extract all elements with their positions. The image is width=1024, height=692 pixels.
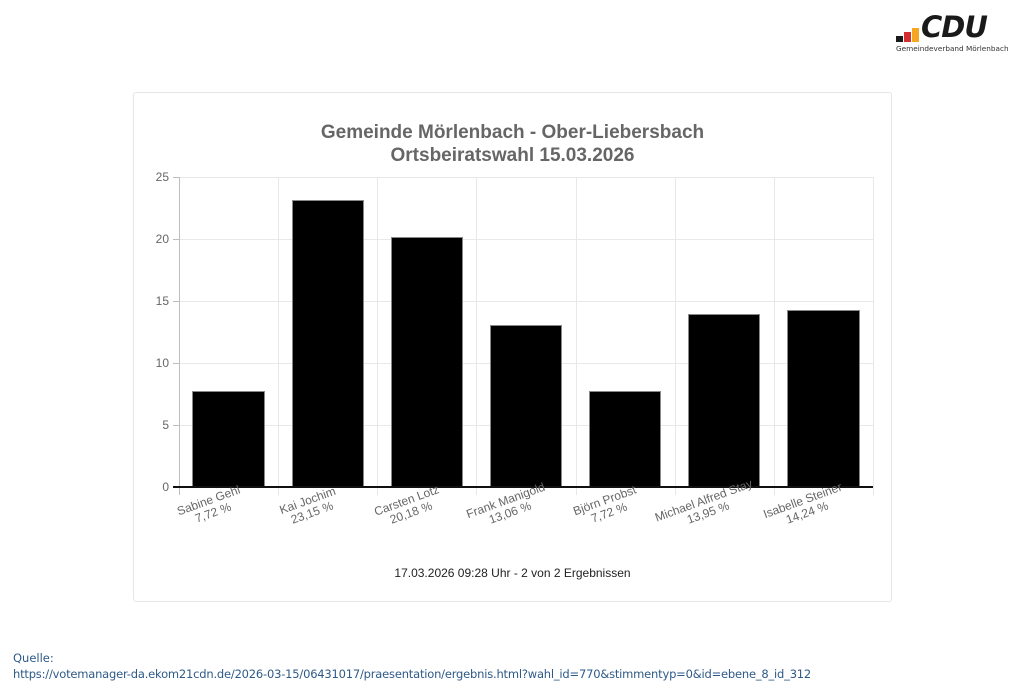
y-tick-mark [173,363,179,364]
chart-title: Gemeinde Mörlenbach - Ober-Liebersbach O… [133,121,892,167]
y-tick-mark [173,301,179,302]
gridline-vertical [476,177,477,495]
y-tick-label: 15 [155,294,169,308]
y-tick-label: 5 [162,418,169,432]
source-label: Quelle: [13,651,54,665]
y-tick-label: 0 [162,480,169,494]
source-block: Quelle: https://votemanager-da.ekom21cdn… [13,650,811,682]
y-tick-label: 25 [155,170,169,184]
x-axis-line [173,486,873,488]
results-timestamp: 17.03.2026 09:28 Uhr - 2 von 2 Ergebniss… [394,566,631,580]
gridline-vertical [774,177,775,495]
gridline-vertical [278,177,279,495]
bar-isabelle-steiner [787,310,860,487]
logo-bar-black [896,36,903,42]
gridline-horizontal [179,239,873,240]
source-link[interactable]: https://votemanager-da.ekom21cdn.de/2026… [13,667,812,681]
gridline-vertical [873,177,874,495]
gridline-horizontal [179,301,873,302]
logo-wordmark: CDU [921,10,988,44]
cdu-logo: CDU Gemeindeverband Mörlenbach [894,10,1014,56]
y-tick-mark [173,177,179,178]
logo-bar-red [904,32,911,42]
gridline-vertical [576,177,577,495]
bar-carsten-lotz [390,236,464,487]
chart-title-line1: Gemeinde Mörlenbach - Ober-Liebersbach [320,122,705,143]
y-tick-mark [173,425,179,426]
bar-michael-alfred-stay [688,314,761,487]
bar-frank-manigold [489,325,563,487]
gridline-horizontal [179,177,873,178]
bar-bj-rn-probst [588,391,662,487]
gridline-vertical [377,177,378,495]
plot-area: 0 5 10 15 20 25 [156,171,874,495]
logo-bar-gold [912,28,919,42]
logo-bars-icon [896,26,922,42]
bar-sabine-gehl [192,391,265,487]
y-tick-label: 10 [155,356,169,370]
y-axis-line [179,177,180,495]
chart-title-line2: Ortsbeiratswahl 15.03.2026 [390,145,635,166]
bar-kai-jochim [291,199,364,487]
y-tick-label: 20 [155,232,169,246]
gridline-vertical [675,177,676,495]
y-tick-mark [173,239,179,240]
logo-subtitle: Gemeindeverband Mörlenbach [896,44,1009,53]
